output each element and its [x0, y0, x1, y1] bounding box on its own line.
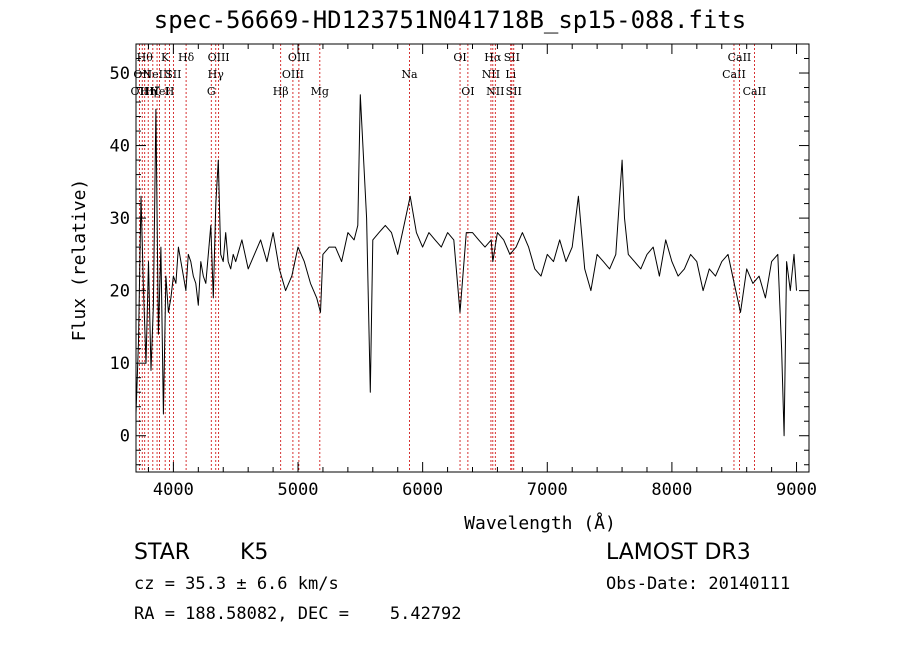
marker-label: SII: [504, 51, 520, 64]
marker-label: NeIII: [142, 68, 171, 81]
marker-label: Hθ: [137, 51, 154, 64]
chart-title: spec-56669-HD123751N041718B_sp15-088.fit…: [153, 6, 747, 34]
x-tick-label: 8000: [651, 480, 692, 500]
marker-label: CaII: [743, 85, 767, 98]
marker-label: SII: [165, 68, 181, 81]
marker-label: Hγ: [208, 68, 225, 81]
ra-dec: RA = 188.58082, DEC = 5.42792: [134, 604, 462, 624]
marker-label: NII: [486, 85, 504, 98]
marker-label: K: [161, 51, 170, 64]
y-tick-label: 30: [110, 209, 130, 229]
marker-label: OIII: [288, 51, 310, 64]
marker-label: Na: [401, 68, 418, 81]
marker-label: H: [165, 85, 175, 98]
x-tick-label: 4000: [153, 480, 194, 500]
marker-label: NII: [482, 68, 500, 81]
marker-label: Mg: [311, 85, 329, 98]
marker-label: Hδ: [178, 51, 195, 64]
marker-label: OI: [461, 85, 474, 98]
marker-label: OIII: [282, 68, 304, 81]
object-subclass: K5: [240, 540, 269, 565]
marker-label: OIII: [208, 51, 230, 64]
y-tick-label: 10: [110, 354, 130, 374]
redshift-cz: cz = 35.3 ± 6.6 km/s: [134, 574, 339, 594]
spectrum-line: [135, 94, 797, 437]
marker-label: Hη: [140, 85, 156, 98]
marker-label: G: [207, 85, 216, 98]
x-axis-label: Wavelength (Å): [464, 512, 616, 534]
obs-date: Obs-Date: 20140111: [606, 574, 791, 594]
marker-label: OI: [453, 51, 466, 64]
marker-label: Hβ: [273, 85, 289, 98]
x-tick-label: 9000: [776, 480, 817, 500]
object-class: STAR: [134, 540, 191, 565]
marker-label: OII: [133, 68, 151, 81]
marker-label: CaII: [722, 68, 746, 81]
marker-label: CaII: [728, 51, 752, 64]
y-tick-label: 50: [110, 64, 130, 84]
y-tick-label: 0: [120, 427, 130, 447]
marker-label: SII: [506, 85, 522, 98]
marker-label: Hα: [484, 51, 502, 64]
y-tick-label: 40: [110, 137, 130, 157]
axes: 4000 5000 6000 7000 8000 9000 0 10 20 30 40 50: [110, 43, 817, 500]
marker-label: Li: [505, 68, 516, 81]
spectrum-series: [135, 94, 797, 437]
marker-label: HeI: [149, 85, 169, 98]
y-tick-label: 20: [110, 282, 130, 302]
y-axis-label: Flux (relative): [69, 179, 90, 342]
x-tick-label: 5000: [278, 480, 319, 500]
survey-name: LAMOST DR3: [606, 540, 751, 565]
x-tick-label: 7000: [527, 480, 568, 500]
marker-label: OII: [131, 85, 149, 98]
x-tick-label: 6000: [402, 480, 443, 500]
